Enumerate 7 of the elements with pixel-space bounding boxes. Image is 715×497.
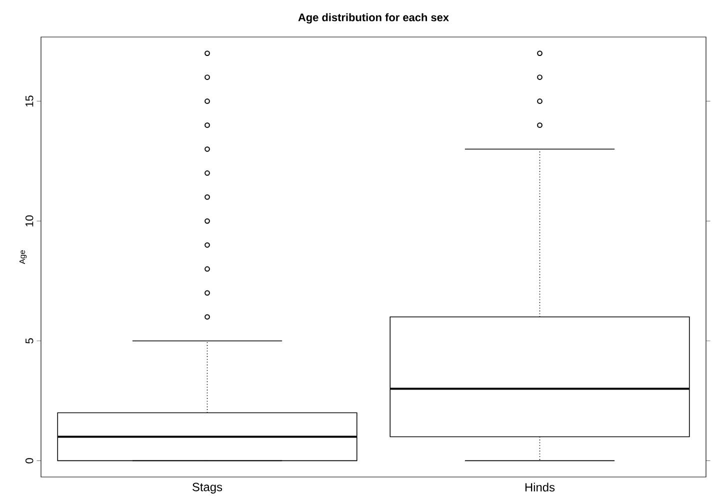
x-tick-label: Hinds: [525, 482, 555, 492]
y-tick-label: 5: [26, 338, 34, 344]
y-tick-label: 0: [25, 458, 34, 464]
chart-title: Age distribution for each sex: [298, 13, 449, 24]
y-tick-label: 15: [26, 96, 34, 106]
y-tick-label: 10: [25, 215, 34, 226]
x-tick-label: Stags: [192, 482, 222, 494]
